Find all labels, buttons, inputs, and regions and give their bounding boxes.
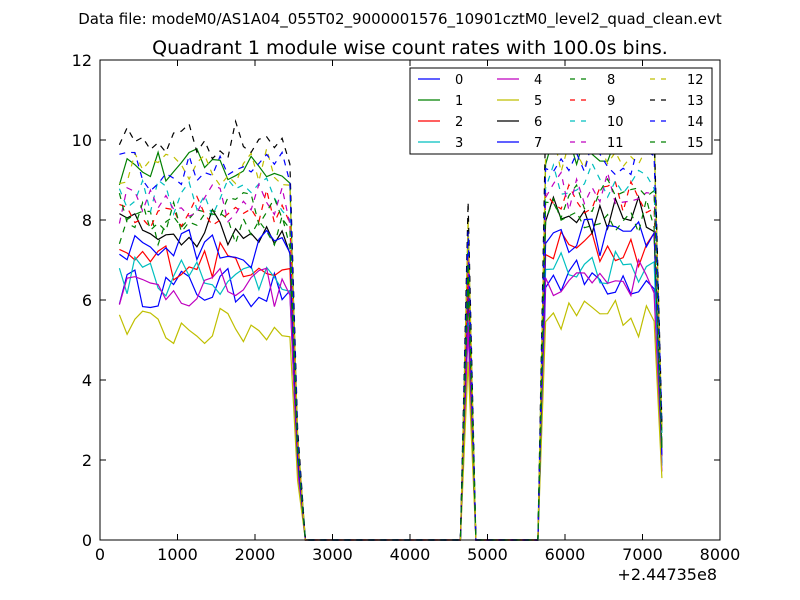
legend-label-14: 14 xyxy=(687,115,704,130)
legend-label-10: 10 xyxy=(607,115,624,130)
chart-suptitle: Data file: modeM0/AS1A04_055T02_90000015… xyxy=(78,10,722,29)
series-line-14 xyxy=(119,140,663,541)
legend-label-13: 13 xyxy=(687,94,704,109)
plot-frame xyxy=(99,59,721,541)
chart-title: Quadrant 1 module wise count rates with … xyxy=(152,37,668,59)
x-tick-label: 0 xyxy=(95,545,105,564)
legend-label-8: 8 xyxy=(607,73,615,88)
legend-label-9: 9 xyxy=(607,94,615,109)
y-tick-label: 0 xyxy=(82,531,92,550)
x-tick-label: 3000 xyxy=(312,545,353,564)
legend-label-2: 2 xyxy=(455,115,463,130)
legend-label-6: 6 xyxy=(534,115,542,130)
y-tick-label: 6 xyxy=(82,291,92,310)
legend-frame xyxy=(409,67,713,155)
legend-label-15: 15 xyxy=(687,136,704,151)
legend-label-5: 5 xyxy=(534,94,542,109)
x-offset-label: +2.44735e8 xyxy=(617,565,717,584)
x-tick-label: 4000 xyxy=(390,545,431,564)
y-tick-label: 12 xyxy=(72,51,92,70)
legend-label-3: 3 xyxy=(455,136,463,151)
y-tick-label: 4 xyxy=(82,371,92,390)
legend-label-4: 4 xyxy=(534,73,542,88)
legend-label-0: 0 xyxy=(455,73,463,88)
x-tick-label: 7000 xyxy=(622,545,663,564)
legend-label-1: 1 xyxy=(455,94,463,109)
series-line-15 xyxy=(118,177,663,541)
legend-label-7: 7 xyxy=(534,136,542,151)
legend-label-12: 12 xyxy=(687,73,704,88)
x-tick-label: 6000 xyxy=(545,545,586,564)
x-tick-label: 1000 xyxy=(157,545,198,564)
x-tick-label: 2000 xyxy=(235,545,276,564)
y-tick-label: 2 xyxy=(82,451,92,470)
series-line-8 xyxy=(118,197,663,541)
y-tick-label: 8 xyxy=(82,211,92,230)
x-tick-label: 8000 xyxy=(700,545,741,564)
x-tick-label: 5000 xyxy=(467,545,508,564)
axes: 0 1000 2000 3000 4000 5000 6000 7000 80000246810… xyxy=(72,51,741,564)
legend-label-11: 11 xyxy=(607,136,624,151)
y-tick-label: 10 xyxy=(72,131,92,150)
